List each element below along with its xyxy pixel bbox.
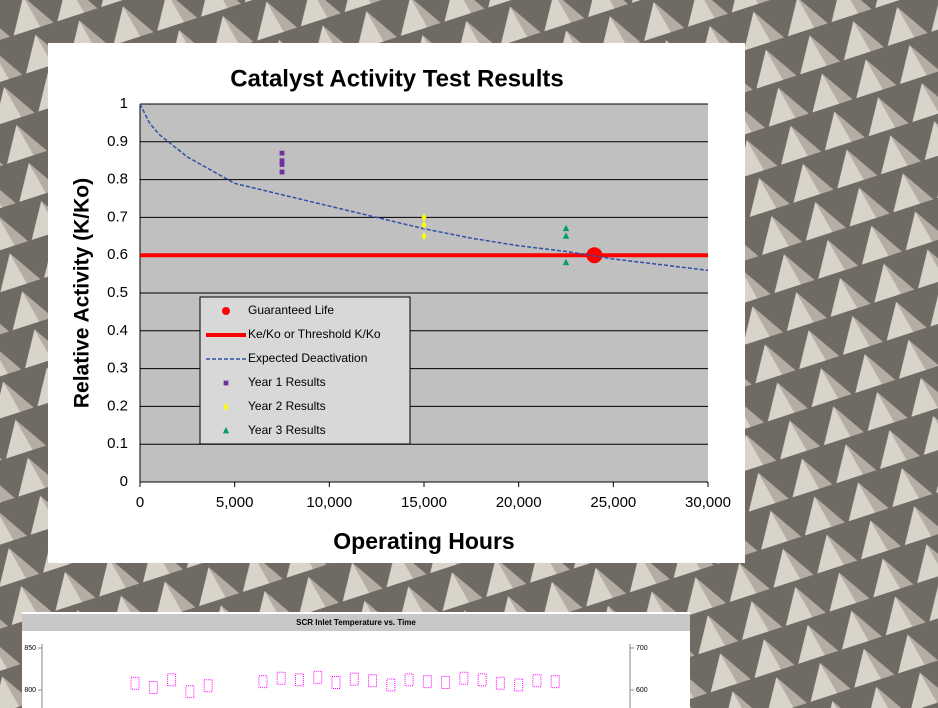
y2-tick-label: 600 xyxy=(636,687,648,694)
x-tick-label: 10,000 xyxy=(306,494,352,511)
x-tick-label: 15,000 xyxy=(401,494,447,511)
expected-line xyxy=(139,103,709,272)
data-point xyxy=(294,673,304,687)
data-point xyxy=(459,671,469,685)
y-tick-label: 0.2 xyxy=(107,397,128,414)
data-point xyxy=(422,675,432,689)
data-point xyxy=(203,679,213,693)
data-point xyxy=(276,671,286,685)
y-tick-label: 0.6 xyxy=(107,246,128,263)
y-tick-label: 0.1 xyxy=(107,435,128,452)
data-point xyxy=(532,674,542,688)
legend-label: Year 2 Results xyxy=(248,399,326,413)
legend-swatch xyxy=(222,427,230,434)
y-tick-label: 850 xyxy=(24,645,36,652)
chart-title: Catalyst Activity Test Results xyxy=(230,65,563,92)
legend-swatch xyxy=(223,380,229,386)
marker xyxy=(279,150,285,156)
chart-title: SCR Inlet Temperature vs. Time xyxy=(296,618,416,627)
marker xyxy=(421,213,427,222)
x-tick-label: 30,000 xyxy=(685,494,731,511)
data-point xyxy=(313,670,323,684)
legend-swatch xyxy=(223,403,229,411)
y-axis-label: Relative Activity (K/Ko) xyxy=(71,178,94,408)
marker xyxy=(279,162,285,167)
x-tick-label: 20,000 xyxy=(496,494,542,511)
y-tick-label: 800 xyxy=(24,687,36,694)
legend-swatch xyxy=(222,307,230,315)
data-point xyxy=(331,675,341,689)
marker xyxy=(562,232,570,239)
data-point xyxy=(130,676,140,690)
x-tick-label: 5,000 xyxy=(216,494,254,511)
data-point xyxy=(550,675,560,689)
y2-tick-label: 700 xyxy=(636,645,648,652)
x-tick-label: 0 xyxy=(136,494,144,511)
data-point xyxy=(441,675,451,689)
y-tick-label: 0.4 xyxy=(107,322,128,339)
data-point xyxy=(495,676,505,690)
data-point xyxy=(368,674,378,688)
marker xyxy=(279,158,285,164)
legend-box xyxy=(199,296,411,445)
x-axis-label: Operating Hours xyxy=(333,528,514,554)
data-point xyxy=(386,678,396,692)
data-point xyxy=(514,678,524,692)
legend-label: Ke/Ko or Threshold K/Ko xyxy=(248,327,381,341)
y-tick-label: 0.8 xyxy=(107,171,128,188)
x-tick-label: 25,000 xyxy=(590,494,636,511)
data-point xyxy=(185,685,195,699)
marker xyxy=(421,232,427,241)
y-tick-label: 1 xyxy=(120,95,128,112)
marker xyxy=(421,220,427,229)
y-tick-label: 0 xyxy=(120,473,128,490)
legend-label: Year 1 Results xyxy=(248,375,326,389)
data-point xyxy=(167,673,177,687)
title-bar xyxy=(22,614,690,631)
legend-label: Year 3 Results xyxy=(248,423,326,437)
legend-label: Expected Deactivation xyxy=(248,351,367,365)
data-point xyxy=(477,673,487,687)
y-tick-label: 0.7 xyxy=(107,208,128,225)
data-point xyxy=(404,673,414,687)
marker xyxy=(279,169,285,175)
data-point xyxy=(349,672,359,686)
legend-label: Guaranteed Life xyxy=(248,303,334,317)
data-point xyxy=(148,680,158,694)
data-point xyxy=(258,675,268,689)
marker xyxy=(562,224,570,232)
y-tick-label: 0.5 xyxy=(107,284,128,301)
y-tick-label: 0.9 xyxy=(107,133,128,150)
marker xyxy=(562,258,570,266)
y-tick-label: 0.3 xyxy=(107,360,128,377)
